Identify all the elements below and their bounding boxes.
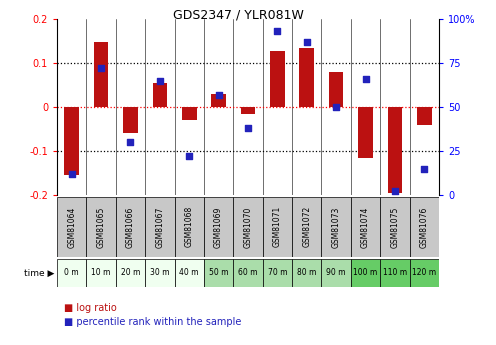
Text: 90 m: 90 m <box>326 268 346 277</box>
Text: GSM81074: GSM81074 <box>361 206 370 247</box>
Text: GDS2347 / YLR081W: GDS2347 / YLR081W <box>173 9 304 22</box>
Bar <box>233 259 263 287</box>
Text: 110 m: 110 m <box>383 268 407 277</box>
Point <box>303 39 310 45</box>
Text: GSM81076: GSM81076 <box>420 206 429 247</box>
Text: 20 m: 20 m <box>121 268 140 277</box>
Bar <box>329 72 343 107</box>
Point <box>332 104 340 110</box>
Text: 30 m: 30 m <box>150 268 170 277</box>
Text: GSM81070: GSM81070 <box>244 206 252 247</box>
Bar <box>321 259 351 287</box>
Text: GSM81067: GSM81067 <box>155 206 164 247</box>
Bar <box>351 259 380 287</box>
Bar <box>123 107 138 133</box>
Bar <box>380 259 410 287</box>
Bar <box>175 259 204 287</box>
Bar <box>94 42 109 107</box>
Point <box>156 78 164 83</box>
Text: GSM81075: GSM81075 <box>390 206 399 247</box>
Bar <box>263 197 292 257</box>
Text: time ▶: time ▶ <box>24 268 55 277</box>
Bar <box>241 107 255 114</box>
Bar <box>417 107 432 125</box>
Point <box>391 189 399 194</box>
Bar <box>263 259 292 287</box>
Point <box>68 171 76 177</box>
Text: 60 m: 60 m <box>238 268 258 277</box>
Bar <box>175 197 204 257</box>
Text: 10 m: 10 m <box>91 268 111 277</box>
Bar <box>57 259 86 287</box>
Bar <box>86 259 116 287</box>
Bar <box>270 51 285 107</box>
Bar <box>292 259 321 287</box>
Bar <box>57 197 86 257</box>
Point <box>126 139 134 145</box>
Bar <box>211 94 226 107</box>
Text: ■ percentile rank within the sample: ■ percentile rank within the sample <box>64 317 242 326</box>
Point <box>97 66 105 71</box>
Bar <box>86 197 116 257</box>
Bar <box>204 259 233 287</box>
Text: GSM81073: GSM81073 <box>332 206 341 247</box>
Bar <box>410 259 439 287</box>
Point <box>215 92 223 97</box>
Text: 100 m: 100 m <box>353 268 377 277</box>
Text: GSM81071: GSM81071 <box>273 206 282 247</box>
Point <box>273 29 281 34</box>
Text: GSM81066: GSM81066 <box>126 206 135 247</box>
Bar <box>145 197 175 257</box>
Text: GSM81072: GSM81072 <box>302 206 311 247</box>
Point <box>362 76 370 81</box>
Bar <box>300 48 314 107</box>
Text: 120 m: 120 m <box>412 268 436 277</box>
Text: GSM81068: GSM81068 <box>185 206 194 247</box>
Text: 50 m: 50 m <box>209 268 228 277</box>
Text: GSM81069: GSM81069 <box>214 206 223 247</box>
Bar <box>410 197 439 257</box>
Bar <box>116 259 145 287</box>
Text: 80 m: 80 m <box>297 268 316 277</box>
Bar <box>116 197 145 257</box>
Text: 40 m: 40 m <box>180 268 199 277</box>
Text: GSM81065: GSM81065 <box>97 206 106 247</box>
Bar <box>64 107 79 175</box>
Text: 0 m: 0 m <box>64 268 79 277</box>
Bar <box>152 83 167 107</box>
Bar <box>321 197 351 257</box>
Point <box>244 125 252 131</box>
Point <box>186 154 193 159</box>
Bar <box>233 197 263 257</box>
Point <box>420 166 428 171</box>
Bar <box>358 107 373 158</box>
Bar <box>387 107 402 193</box>
Bar <box>351 197 380 257</box>
Text: 70 m: 70 m <box>268 268 287 277</box>
Bar <box>182 107 196 120</box>
Bar <box>292 197 321 257</box>
Bar <box>380 197 410 257</box>
Text: ■ log ratio: ■ log ratio <box>64 303 117 313</box>
Text: GSM81064: GSM81064 <box>67 206 76 247</box>
Bar <box>204 197 233 257</box>
Bar <box>145 259 175 287</box>
